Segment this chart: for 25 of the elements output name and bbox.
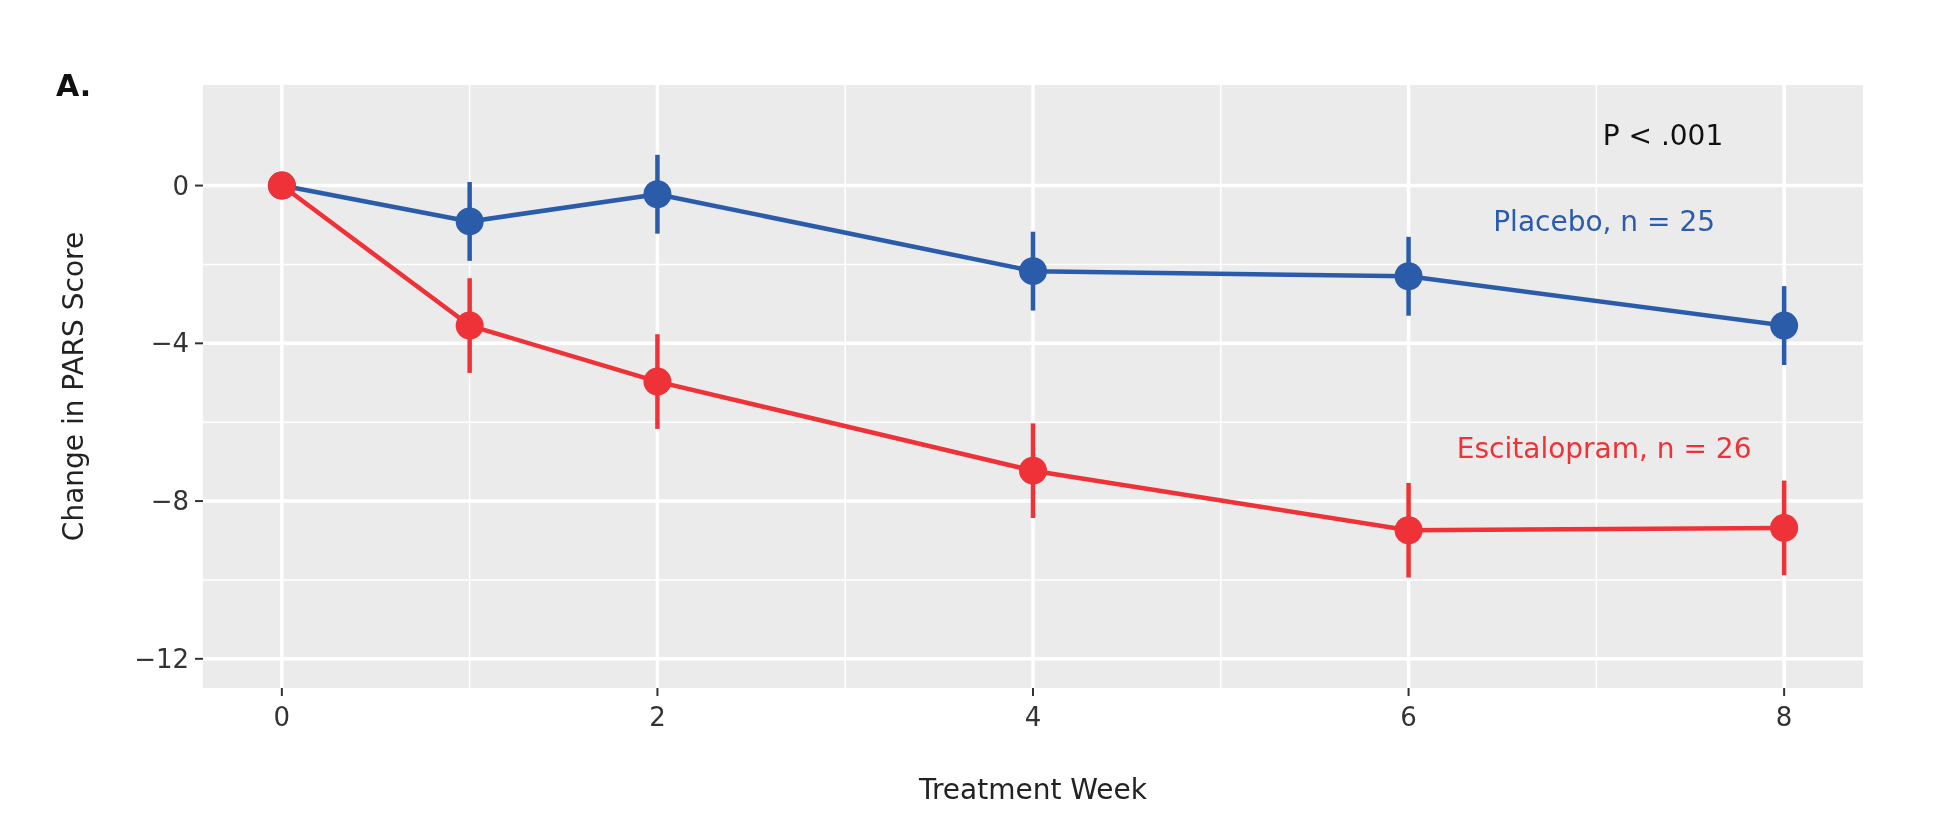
y-axis-title: Change in PARS Score [57,231,90,542]
point [643,367,672,396]
y-tick-label: −8 [150,486,189,517]
x-tick-label: 8 [1775,702,1793,732]
text: A. [56,68,92,103]
y-tick-label: −4 [150,328,189,359]
y-tick-label: 0 [172,170,189,201]
point [455,207,484,236]
x-tick-label: 4 [1024,702,1042,732]
point [643,180,672,209]
point [455,311,484,340]
annotation: P < .001 [1602,119,1724,152]
series-label: Placebo, n = 25 [1493,204,1716,238]
text: Escitalopram, n = 26 [1456,431,1752,465]
x-tick-label: 2 [649,702,666,732]
point [1394,516,1423,545]
point [1394,262,1423,291]
point [1019,257,1047,286]
y-tick-label: −12 [134,643,189,674]
x-axis-title: Treatment Week [917,773,1148,806]
x-tick-label: 0 [273,702,291,732]
x-tick-label: 6 [1400,702,1417,732]
point [1019,456,1047,485]
point [1770,311,1799,340]
point [1770,513,1799,542]
